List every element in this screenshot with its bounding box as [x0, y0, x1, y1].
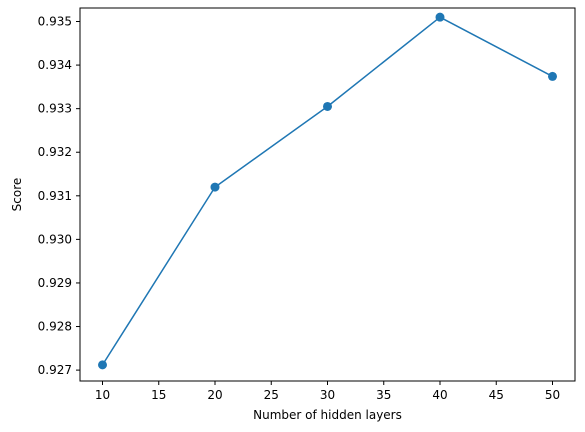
plot-layer: [98, 12, 557, 370]
x-tick-label: 45: [489, 388, 504, 402]
data-point: [98, 360, 107, 370]
x-tick-label: 30: [320, 388, 335, 402]
y-tick-label: 0.928: [38, 320, 72, 334]
y-axis-label: Score: [10, 178, 24, 212]
y-tick-label: 0.933: [38, 102, 72, 116]
x-tick-label: 40: [432, 388, 447, 402]
data-point: [210, 182, 220, 192]
x-tick-label: 25: [264, 388, 279, 402]
x-axis: 10 15 20 25 30 35 40 45 50: [95, 381, 560, 402]
y-tick-label: 0.927: [38, 363, 72, 377]
x-axis-label: Number of hidden layers: [253, 408, 402, 422]
data-point: [548, 71, 557, 81]
y-tick-label: 0.932: [38, 145, 72, 159]
x-tick-label: 35: [376, 388, 391, 402]
x-tick-label: 10: [95, 388, 110, 402]
data-point: [435, 12, 445, 22]
data-point: [323, 101, 332, 111]
y-axis: 0.927 0.928 0.929 0.930 0.931 0.932 0.933 0.934…: [38, 15, 80, 377]
x-tick-label: 20: [207, 388, 222, 402]
x-tick-label: 15: [151, 388, 166, 402]
y-tick-label: 0.930: [38, 232, 72, 246]
y-tick-label: 0.935: [38, 15, 72, 29]
y-tick-label: 0.931: [38, 189, 72, 203]
x-tick-label: 50: [545, 388, 560, 402]
y-tick-label: 0.929: [38, 276, 72, 290]
y-tick-label: 0.934: [38, 58, 72, 72]
